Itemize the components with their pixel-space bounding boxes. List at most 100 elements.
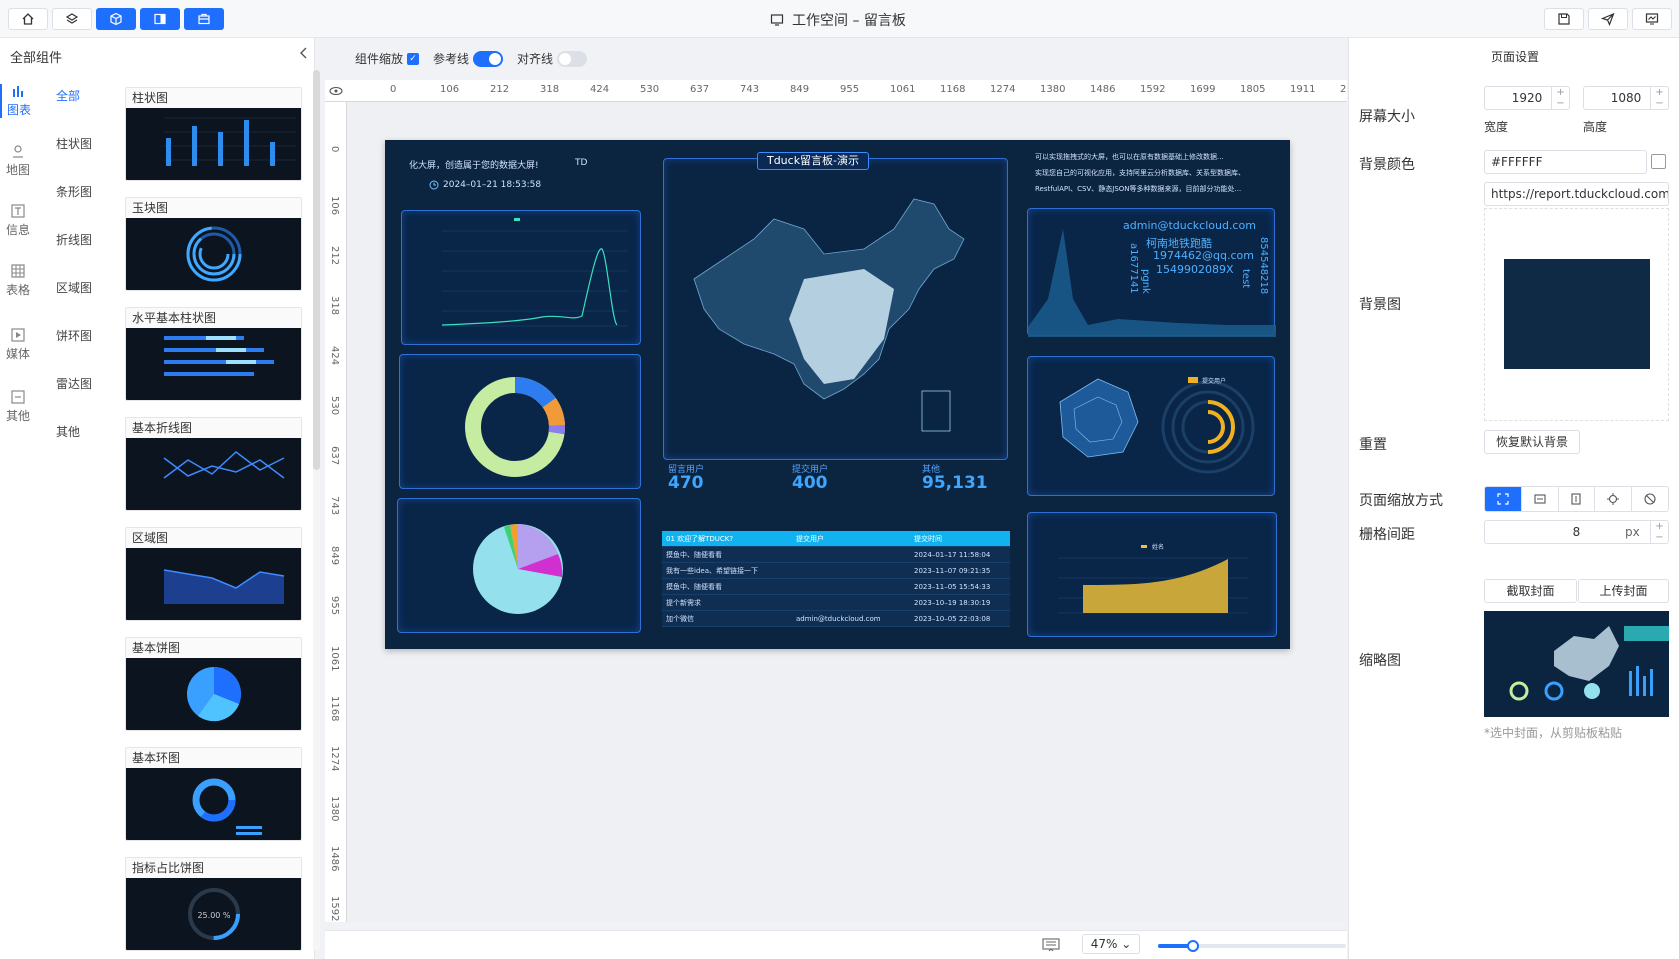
pie-chart-panel[interactable] (397, 498, 641, 633)
layers-button[interactable] (52, 8, 92, 30)
table-cell: 2023–11–05 15:54:33 (914, 582, 991, 591)
reset-bg-button[interactable]: 恢复默认背景 (1484, 430, 1580, 454)
category-other[interactable]: 其他 (0, 390, 36, 424)
wordcloud-panel[interactable]: admin@tduckcloud.com 柯南地铁跑酷 1974462@qq.c… (1027, 208, 1276, 337)
table-header-cell: 提交用户 (796, 534, 824, 543)
width-input[interactable]: 1920 (1484, 86, 1570, 110)
category-table[interactable]: 表格 (0, 264, 36, 298)
line-chart-panel[interactable] (401, 210, 641, 345)
ruler-eye-icon[interactable] (327, 82, 345, 100)
table-row[interactable]: 加个微信 admin@tduckcloud.com 2023–10–05 22:03… (662, 611, 1010, 627)
components-button[interactable] (96, 8, 136, 30)
align-toggle[interactable] (557, 50, 588, 67)
grid-spacing-input[interactable]: 8 (1484, 520, 1669, 544)
save-button[interactable] (1544, 8, 1584, 30)
upload-cover-button[interactable]: 上传封面 (1578, 579, 1669, 603)
subcategory-radar[interactable]: 雷达图 (56, 377, 93, 391)
scale-mode-full[interactable] (1595, 487, 1633, 511)
subcategory-bar[interactable]: 柱状图 (56, 137, 93, 151)
publish-button[interactable] (1588, 8, 1628, 30)
scale-option[interactable]: 组件缩放 ✓ (355, 50, 420, 67)
bg-image-upload[interactable] (1484, 208, 1669, 421)
category-chart[interactable]: 图表 (0, 84, 36, 118)
fit-height-icon (1571, 493, 1582, 505)
grid-stepper[interactable]: + − (1650, 521, 1668, 543)
ruler-tick-label: 318 (329, 296, 340, 316)
table-row[interactable]: 摸鱼中、随便看看 2023–11–05 15:54:33 (662, 579, 1010, 595)
horizontral-ruler: 0 106 212 318 424 530 637 743 849 955 1061 1168 1274… (325, 80, 1347, 102)
ruler-tick-label: 530 (640, 84, 660, 95)
component-card-bar[interactable]: 柱状图 (125, 87, 302, 181)
component-card-jade[interactable]: 玉块图 (125, 197, 302, 291)
home-button[interactable] (8, 8, 48, 30)
area-panel[interactable]: 姓名 (1027, 512, 1277, 637)
dashboard-screen[interactable]: 化大屏，创造属于您的数据大屏! TD 2024–01–21 18:53:58 (385, 140, 1290, 649)
sidebar-scrollbar-thumb[interactable] (313, 70, 320, 470)
table-cell: 加个微信 (666, 614, 694, 623)
category-map[interactable]: 地图 (0, 144, 36, 178)
table-row[interactable]: 提个新需求 2023–10–19 18:30:19 (662, 595, 1010, 611)
category-label: 信息 (5, 223, 30, 237)
subcategory-pie[interactable]: 饼环图 (56, 329, 93, 343)
component-card-area[interactable]: 区域图 (125, 527, 302, 621)
component-card-ring[interactable]: 基本环图 (125, 747, 302, 841)
table-row[interactable]: 摸鱼中、随便看看 2024–01–17 11:58:04 (662, 547, 1010, 563)
collapse-chevron-icon[interactable] (297, 46, 311, 60)
component-card-pie[interactable]: 基本饼图 (125, 637, 302, 731)
subcategory-all[interactable]: 全部 (56, 89, 81, 103)
scale-mode-height[interactable] (1559, 487, 1596, 511)
category-media[interactable]: 媒体 (0, 328, 36, 362)
bar-chart-thumbnail (126, 108, 301, 180)
intro-line-3: RestfulAPI、CSV、静态JSON等多种数据来源，目前部分功能处... (1035, 185, 1242, 193)
table-row[interactable]: 我有一些idea、希望链接一下 2023–11–07 09:21:35 (662, 563, 1010, 579)
donut-chart-panel[interactable] (399, 354, 641, 489)
radar-panel[interactable]: 提交用户 (1027, 356, 1275, 496)
subcategory-other[interactable]: 其他 (56, 425, 81, 439)
category-info[interactable]: 信息 (0, 204, 36, 238)
layout-button[interactable] (140, 8, 180, 30)
height-label: 高度 (1583, 120, 1608, 134)
keyboard-icon[interactable] (1042, 937, 1060, 953)
align-option[interactable]: 对齐线 (517, 50, 588, 67)
datetime-text: 2024–01–21 18:53:58 (443, 180, 542, 190)
guide-toggle[interactable] (473, 50, 504, 67)
subcategory-area[interactable]: 区域图 (56, 281, 93, 295)
bg-url-input[interactable]: https://report.tduckcloud.com/dat (1484, 182, 1669, 206)
ruler-tick-label: 637 (329, 446, 340, 466)
indicator-chart-thumbnail: 25.00 % (126, 878, 301, 950)
scale-mode-fit[interactable] (1485, 487, 1522, 511)
zoom-slider-knob[interactable] (1187, 940, 1199, 952)
bg-color-input[interactable]: #FFFFFF (1484, 150, 1647, 174)
subcategory-strip[interactable]: 条形图 (56, 185, 93, 199)
briefcase-icon (198, 13, 210, 25)
bg-color-swatch[interactable] (1651, 154, 1666, 169)
thumbnail-preview[interactable] (1484, 611, 1669, 717)
ruler-tick-label: 212 (329, 246, 340, 266)
scale-mode-none[interactable] (1632, 487, 1668, 511)
component-card-hbar[interactable]: 水平基本柱状图 (125, 307, 302, 401)
pie-chart-thumbnail (126, 658, 301, 730)
height-input[interactable]: 1080 (1583, 86, 1669, 110)
guide-option[interactable]: 参考线 (433, 50, 504, 67)
component-card-line[interactable]: 基本折线图 (125, 417, 302, 511)
intro-line-1: 可以实现拖拽式的大屏，也可以在原有数据基础上修改数据... (1035, 153, 1224, 161)
table-cell: 2023–11–07 09:21:35 (914, 566, 991, 575)
pie-chart-widget (473, 524, 563, 614)
zoom-slider[interactable] (1158, 940, 1346, 952)
width-label: 宽度 (1484, 120, 1509, 134)
zoom-select[interactable]: 47% ⌄ (1082, 934, 1140, 954)
send-icon (1601, 12, 1615, 26)
scale-checkbox[interactable]: ✓ (407, 52, 420, 65)
capture-cover-button[interactable]: 截取封面 (1484, 579, 1577, 603)
stat-value-2: 400 (792, 473, 828, 493)
media-icon (11, 328, 25, 342)
sidebar-scrollbar-track[interactable] (313, 70, 320, 950)
toolbox-button[interactable] (184, 8, 224, 30)
component-card-indicator[interactable]: 指标占比饼图 25.00 % (125, 857, 302, 951)
height-stepper[interactable]: + − (1650, 87, 1668, 109)
map-panel[interactable] (663, 158, 1008, 460)
subcategory-line[interactable]: 折线图 (56, 233, 93, 247)
scale-mode-width[interactable] (1522, 487, 1559, 511)
preview-button[interactable] (1632, 8, 1672, 30)
width-stepper[interactable]: + − (1551, 87, 1569, 109)
